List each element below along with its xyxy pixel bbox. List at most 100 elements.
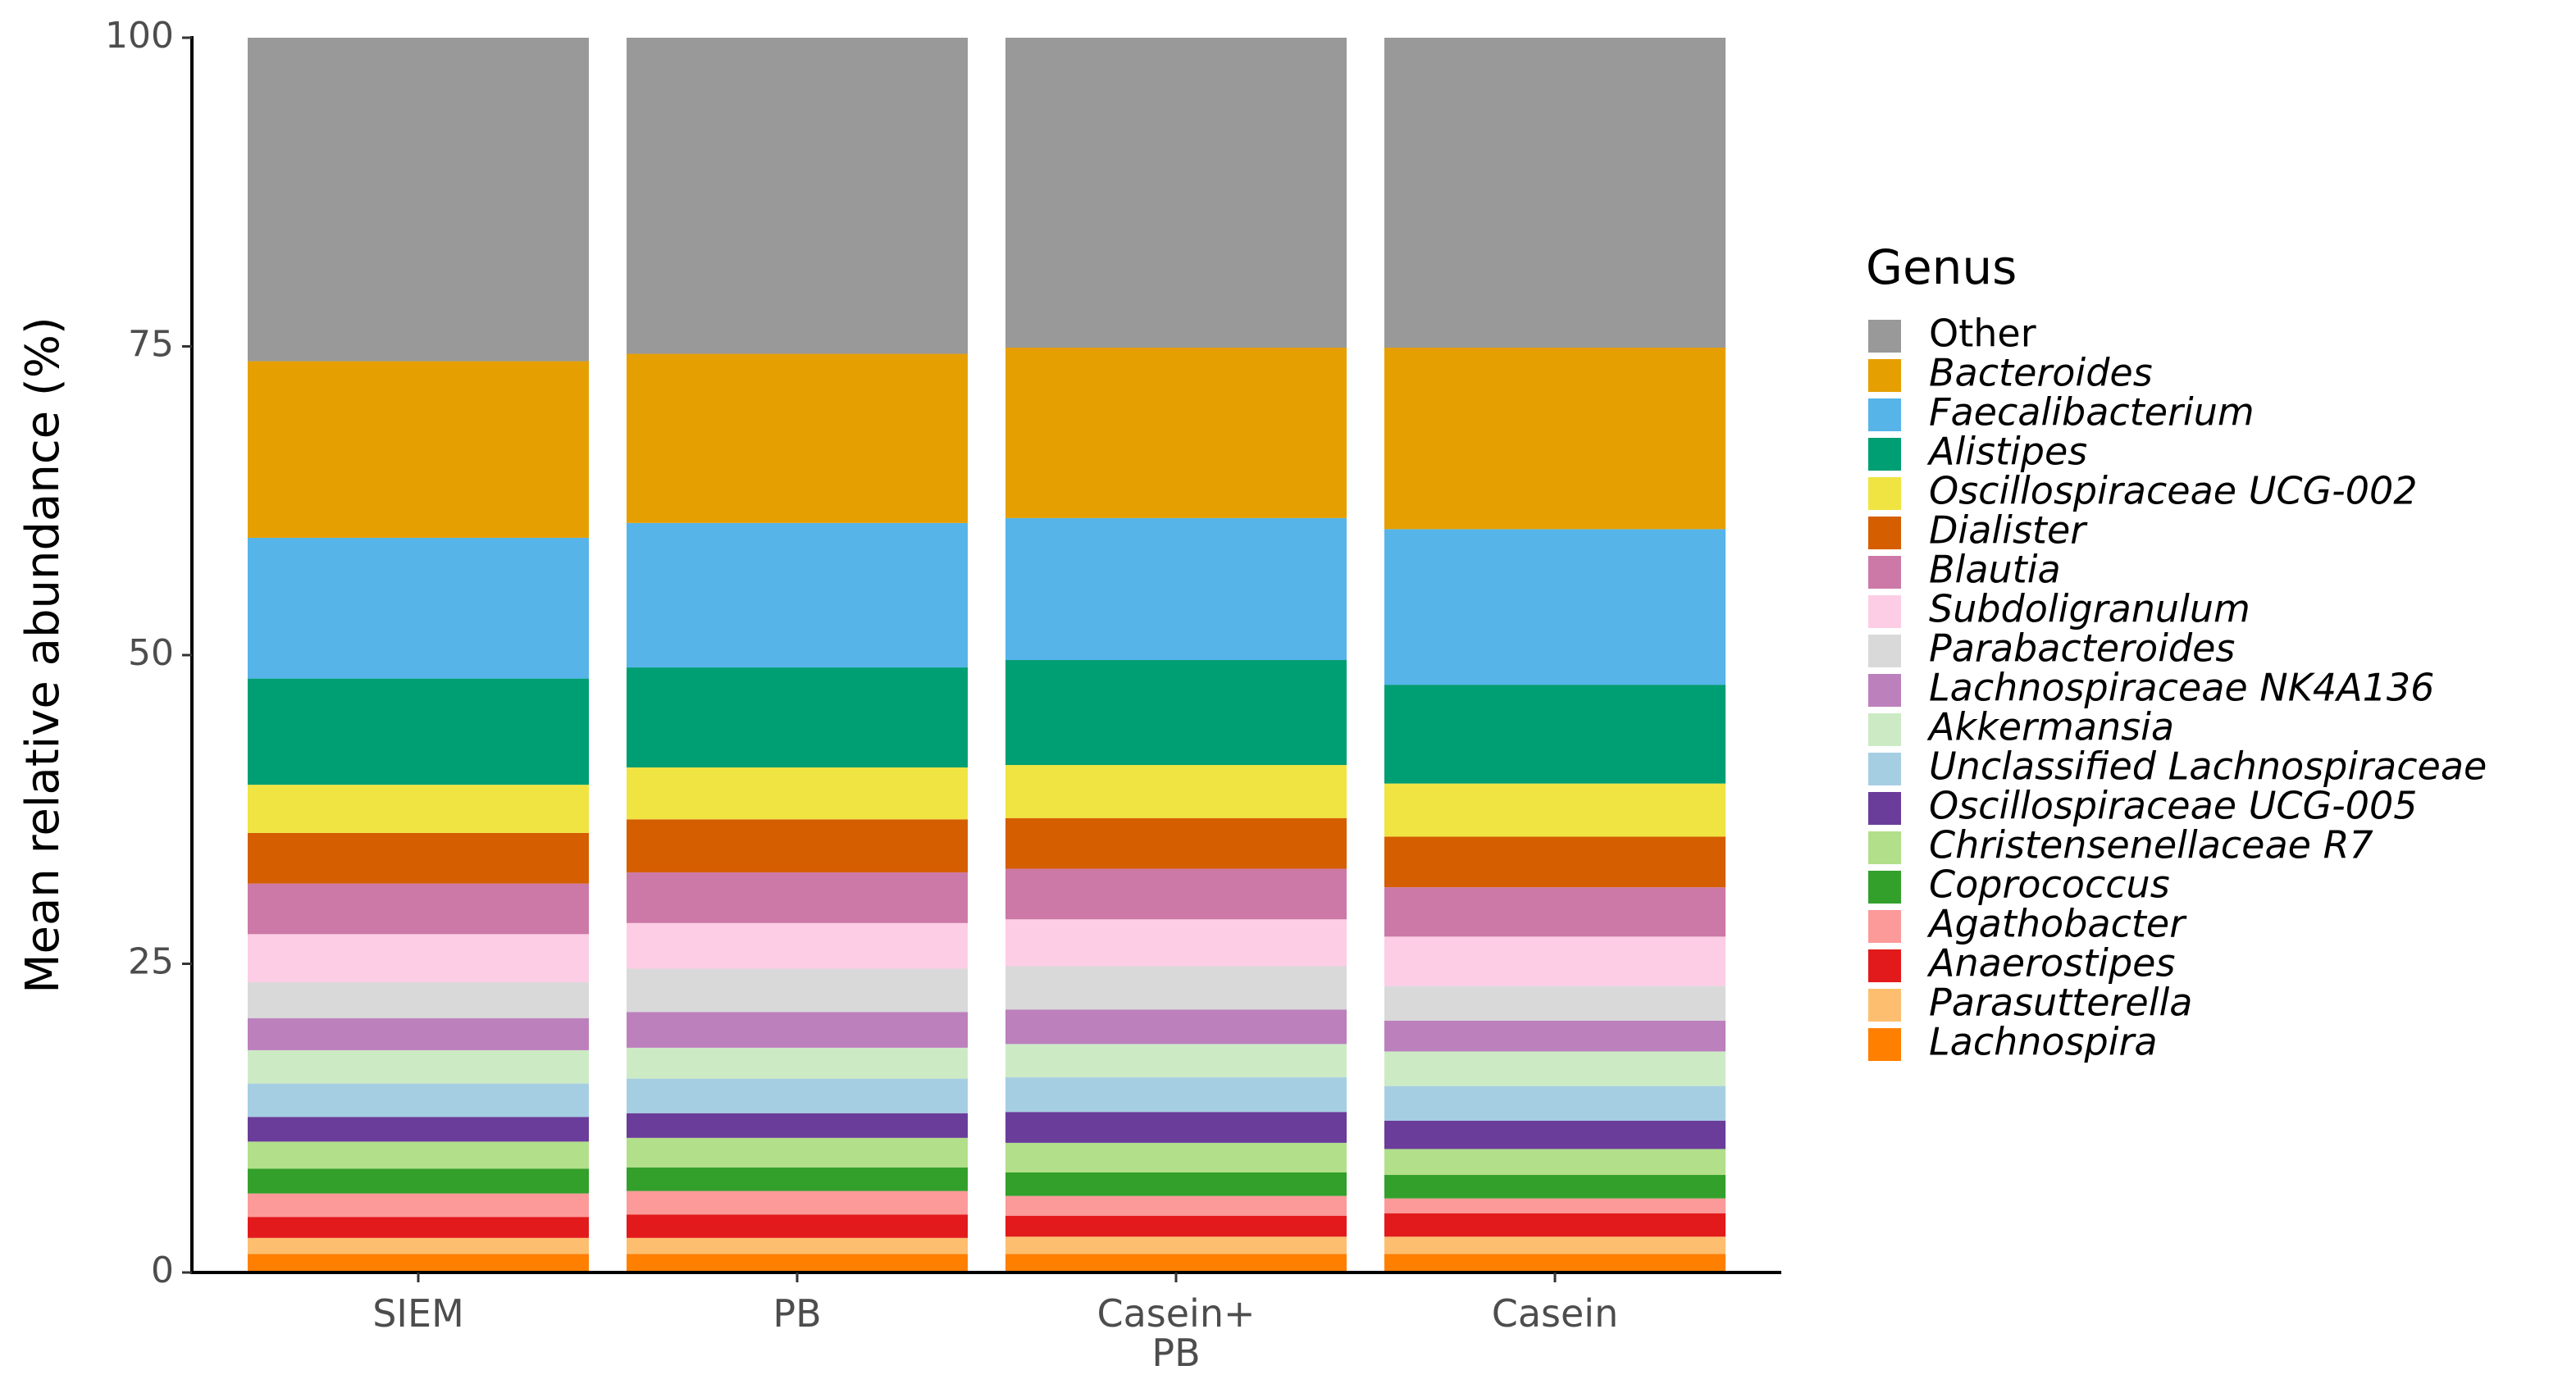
legend-swatch xyxy=(1868,595,1901,628)
legend-item: Coprococcus xyxy=(1868,863,2170,907)
legend-title: Genus xyxy=(1866,239,2017,295)
y-tick-label: 25 xyxy=(128,941,174,983)
legend-item: Parasutterella xyxy=(1868,981,2192,1025)
legend-item: Subdoligranulum xyxy=(1868,587,2250,631)
bar-segment xyxy=(1005,765,1347,818)
bar-segment xyxy=(248,832,589,884)
bar-segment xyxy=(248,1254,589,1272)
y-tick-label: 100 xyxy=(105,15,174,57)
y-tick-label: 50 xyxy=(128,632,174,674)
legend-swatch xyxy=(1868,792,1901,825)
bar-segment xyxy=(1384,1198,1726,1213)
legend-item: Oscillospiraceae UCG-005 xyxy=(1868,784,2418,828)
bar-segment xyxy=(627,922,968,969)
bar-segment xyxy=(1005,919,1347,967)
bar-segment xyxy=(248,678,589,785)
bar-segment xyxy=(627,1113,968,1138)
bar-segment xyxy=(1384,836,1726,888)
legend-swatch xyxy=(1868,398,1901,431)
bar-segment xyxy=(1005,348,1347,518)
legend-label: Lachnospiraceae NK4A136 xyxy=(1929,666,2434,710)
bar-segment xyxy=(627,1190,968,1215)
legend-swatch xyxy=(1868,831,1901,864)
bar-segment xyxy=(248,537,589,679)
bar-segment xyxy=(627,1012,968,1048)
bar-segment xyxy=(1384,936,1726,986)
bar-segment xyxy=(1005,1172,1347,1196)
bar-segment xyxy=(1384,1213,1726,1237)
bar-segment xyxy=(248,883,589,935)
legend-label: Other xyxy=(1929,312,2036,356)
legend-item: Alistipes xyxy=(1868,430,2087,474)
bar-segment xyxy=(248,1049,589,1084)
bar-segment xyxy=(627,1078,968,1113)
bar-segment xyxy=(248,934,589,983)
legend-item: Oscillospiraceae UCG-002 xyxy=(1868,469,2418,513)
bar-segment xyxy=(248,1083,589,1118)
legend-label: Alistipes xyxy=(1926,430,2087,474)
legend-label: Oscillospiraceae UCG-005 xyxy=(1929,784,2418,828)
legend-swatch xyxy=(1868,910,1901,943)
legend-item: Christensenellaceae R7 xyxy=(1868,823,2373,867)
legend-swatch xyxy=(1868,989,1901,1022)
x-tick-label: Casein+ PB xyxy=(1097,1291,1256,1375)
bar-segment xyxy=(1384,38,1726,348)
bar-segment xyxy=(627,38,968,354)
bar-segment xyxy=(627,667,968,768)
legend-label: Unclassified Lachnospiraceae xyxy=(1929,744,2487,789)
legend-item: Dialister xyxy=(1868,508,2088,553)
bar-segment xyxy=(1384,1254,1726,1272)
bar-segment xyxy=(248,361,589,538)
x-tick-label: Casein xyxy=(1491,1291,1619,1336)
legend-swatch xyxy=(1868,713,1901,746)
bar-segment xyxy=(627,872,968,923)
bar-segment xyxy=(248,1237,589,1254)
bar-segment xyxy=(1005,38,1347,348)
bar-segment xyxy=(1384,1149,1726,1176)
legend-item: Akkermansia xyxy=(1868,705,2174,749)
bar-segment xyxy=(1005,1077,1347,1113)
y-axis-label: Mean relative abundance (%) xyxy=(16,316,70,994)
bar-segment xyxy=(627,1137,968,1168)
legend-swatch xyxy=(1868,949,1901,982)
bar-segment xyxy=(1384,1020,1726,1052)
bar-segment xyxy=(627,1214,968,1238)
bar-segment xyxy=(627,1167,968,1191)
legend-label: Faecalibacterium xyxy=(1929,390,2255,435)
bar-segment xyxy=(627,1047,968,1079)
bar-segment xyxy=(1384,1175,1726,1199)
x-tick-label: PB xyxy=(773,1291,822,1336)
bar-segment xyxy=(1005,1009,1347,1045)
bar-segment xyxy=(1384,1051,1726,1086)
bar-segment xyxy=(248,38,589,362)
bar-segment xyxy=(1005,660,1347,766)
legend-label: Christensenellaceae R7 xyxy=(1929,823,2373,867)
legend-label: Akkermansia xyxy=(1926,705,2174,749)
x-tick-label: SIEM xyxy=(372,1291,464,1336)
bar-segment xyxy=(1384,1236,1726,1254)
legend-swatch xyxy=(1868,359,1901,392)
legend-label: Coprococcus xyxy=(1929,863,2170,907)
legend-swatch xyxy=(1868,1028,1901,1061)
legend-swatch xyxy=(1868,871,1901,904)
legend-item: Other xyxy=(1868,312,2036,356)
y-tick-label: 0 xyxy=(151,1250,174,1291)
bar-segment xyxy=(627,1237,968,1254)
bar-segment xyxy=(1384,887,1726,937)
bar-segment xyxy=(627,1254,968,1272)
legend-item: Parabacteroides xyxy=(1868,626,2235,671)
legend-swatch xyxy=(1868,438,1901,471)
bar-segment xyxy=(1005,1044,1347,1078)
bar-segment xyxy=(1384,529,1726,685)
legend-label: Blautia xyxy=(1929,548,2061,592)
bar-segment xyxy=(1384,1086,1726,1121)
legend-label: Parabacteroides xyxy=(1929,626,2235,671)
bar-segment xyxy=(1005,1236,1347,1254)
legend-item: Bacteroides xyxy=(1868,351,2153,395)
bar-segment xyxy=(248,1141,589,1169)
bar-segment xyxy=(248,982,589,1018)
bar-segment xyxy=(248,1117,589,1142)
bar-segment xyxy=(1384,986,1726,1021)
